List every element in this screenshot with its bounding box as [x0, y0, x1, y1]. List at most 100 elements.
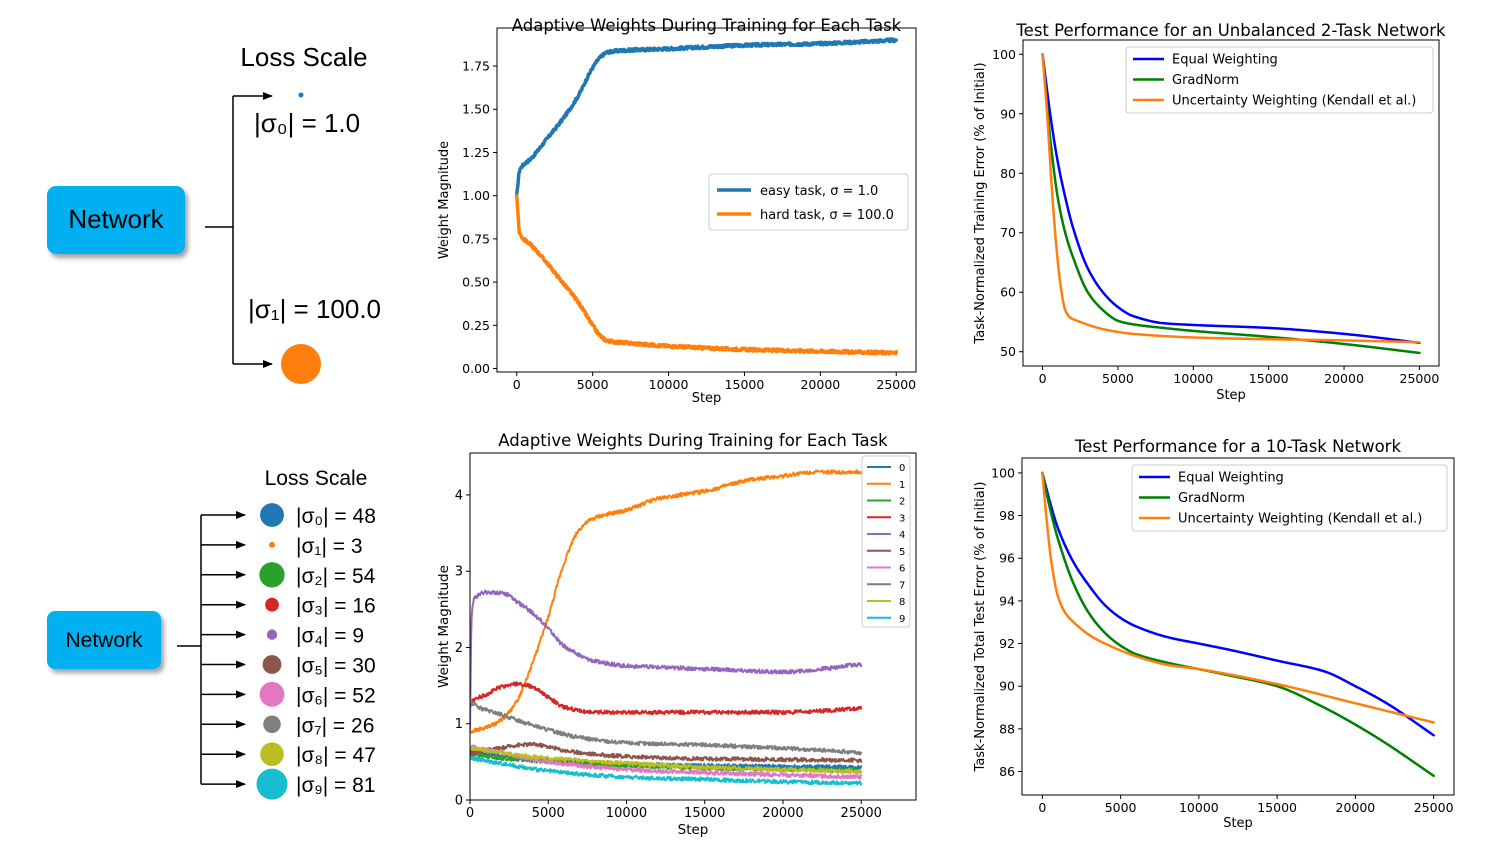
series-line-3 [470, 681, 863, 716]
legend-label-2: Uncertainty Weighting (Kendall et al.) [1178, 512, 1422, 527]
y-tick-label: 0.00 [462, 361, 490, 376]
network-box-bottom [47, 611, 161, 669]
legend-label-7: 7 [899, 580, 905, 591]
loss-scale-dot-4 [266, 629, 278, 640]
x-tick-label: 20000 [1336, 800, 1376, 815]
series-line-6 [470, 744, 863, 780]
loss-scale-dot-7 [263, 715, 281, 734]
chart-performance-10task: Test Performance for a 10-Task Network 0 5… [973, 437, 1455, 831]
plot-frame [1021, 457, 1455, 796]
x-tick-label: 10000 [1173, 371, 1213, 386]
x-tick-label: 10000 [606, 806, 647, 821]
y-tick-label: 1.00 [462, 188, 490, 203]
network-box [47, 186, 185, 254]
x-tick-label: 20000 [762, 806, 803, 821]
loss-scale-dot-0 [260, 503, 284, 527]
diagram-top: Loss Scale Network |σ₀| = 1.0 |σ₁| = 100… [47, 42, 381, 384]
y-tick-label: 2 [455, 641, 463, 656]
y-axis-label: Weight Magnitude [436, 565, 452, 688]
x-tick-label: 25000 [1414, 800, 1454, 815]
x-tick-label: 20000 [800, 377, 840, 392]
legend-label-3: 3 [899, 513, 905, 524]
y-tick-label: 80 [1000, 166, 1016, 181]
y-tick-label: 60 [1000, 285, 1016, 300]
y-tick-label: 1 [455, 717, 463, 732]
series-line-0 [1041, 53, 1421, 345]
task-label-9: |σ₉| = 81 [296, 774, 376, 797]
y-tick-label: 3 [455, 565, 463, 580]
y-tick-label: 0 [455, 794, 463, 809]
legend-label-0: Equal Weighting [1178, 471, 1284, 486]
legend-label-5: 5 [899, 547, 905, 558]
x-tick-label: 5000 [1102, 371, 1134, 386]
chart-weights-10task: Adaptive Weights During Training for Eac… [436, 431, 917, 838]
x-axis-label: Step [678, 822, 709, 838]
chart-title: Test Performance for a 10-Task Network [1074, 437, 1401, 456]
legend-label-8: 8 [899, 597, 905, 608]
y-tick-label: 86 [999, 764, 1015, 779]
legend-label-0: 0 [899, 463, 905, 474]
tree-connector [205, 92, 273, 368]
task-label-8: |σ₈| = 47 [296, 744, 376, 767]
legend-box [708, 173, 909, 231]
legend-label-1: 1 [899, 480, 905, 491]
x-tick-label: 10000 [649, 377, 689, 392]
x-tick-label: 5000 [1105, 800, 1137, 815]
task-label-5: |σ₅| = 30 [296, 655, 376, 678]
y-tick-label: 96 [999, 551, 1015, 566]
legend-label-1: GradNorm [1178, 491, 1245, 506]
tree-connector-bottom: |σ₀| = 48 |σ₁| = 3 |σ₂| = 54 |σ₃| = 16 |σ₄| … [177, 503, 376, 800]
loss-scale-title-bottom: Loss Scale [265, 467, 368, 490]
x-tick-label: 10000 [1179, 800, 1219, 815]
loss-scale-dot-6 [259, 681, 285, 707]
legend-label-2: Uncertainty Weighting (Kendall et al.) [1172, 94, 1416, 109]
series-line-7 [470, 698, 863, 756]
loss-scale-dot-9 [256, 768, 288, 800]
diagram-bottom: Loss Scale Network |σ₀| = 48 |σ₁| = 3 |σ₂|… [47, 467, 376, 800]
x-tick-label: 25000 [876, 377, 916, 392]
x-tick-label: 25000 [1400, 371, 1440, 386]
loss-scale-dot-5 [262, 655, 282, 674]
series-line-4 [470, 589, 863, 732]
task-label-4: |σ₄| = 9 [296, 625, 364, 648]
x-tick-label: 5000 [577, 377, 609, 392]
y-tick-label: 0.50 [462, 275, 490, 290]
series-line-8 [470, 746, 863, 775]
chart-title: Adaptive Weights During Training for Eac… [512, 16, 902, 35]
x-tick-label: 15000 [684, 806, 725, 821]
chart-performance-2task: Test Performance for an Unbalanced 2-Tas… [973, 21, 1446, 403]
x-tick-label: 0 [1039, 371, 1047, 386]
legend-label-0: easy task, σ = 1.0 [760, 184, 878, 199]
series-line-0 [1041, 471, 1435, 737]
y-axis-label: Task-Normalized Training Error (% of Ini… [973, 62, 988, 344]
series-line-5 [470, 741, 863, 764]
loss-scale-dot-8 [260, 742, 284, 767]
x-axis-label: Step [692, 391, 722, 406]
y-tick-label: 4 [455, 488, 463, 503]
y-tick-label: 0.75 [462, 231, 490, 246]
y-tick-label: 100 [992, 47, 1016, 62]
loss-scale-dot-0 [298, 92, 304, 98]
task-label-1: |σ₁| = 3 [296, 535, 363, 558]
y-tick-label: 100 [991, 465, 1015, 480]
y-tick-label: 98 [999, 508, 1015, 523]
y-tick-label: 1.25 [462, 145, 490, 160]
legend-box [1125, 46, 1434, 114]
chart-title: Test Performance for an Unbalanced 2-Tas… [1015, 21, 1446, 40]
loss-scale-dot-2 [259, 562, 285, 588]
series-line-1 [470, 469, 863, 734]
x-tick-label: 0 [1038, 800, 1046, 815]
series-line-1 [514, 194, 899, 356]
plot-frame [469, 452, 917, 801]
y-tick-label: 50 [1000, 344, 1016, 359]
y-axis-label: Weight Magnitude [437, 141, 452, 259]
x-axis-label: Step [1216, 388, 1246, 403]
y-tick-label: 88 [999, 721, 1015, 736]
x-tick-label: 0 [466, 806, 474, 821]
legend-label-6: 6 [899, 564, 905, 575]
task-label-6: |σ₆| = 52 [296, 684, 376, 707]
series-line-0 [514, 37, 899, 197]
y-tick-label: 90 [999, 679, 1015, 694]
task-label-1: |σ₁| = 100.0 [248, 294, 381, 324]
